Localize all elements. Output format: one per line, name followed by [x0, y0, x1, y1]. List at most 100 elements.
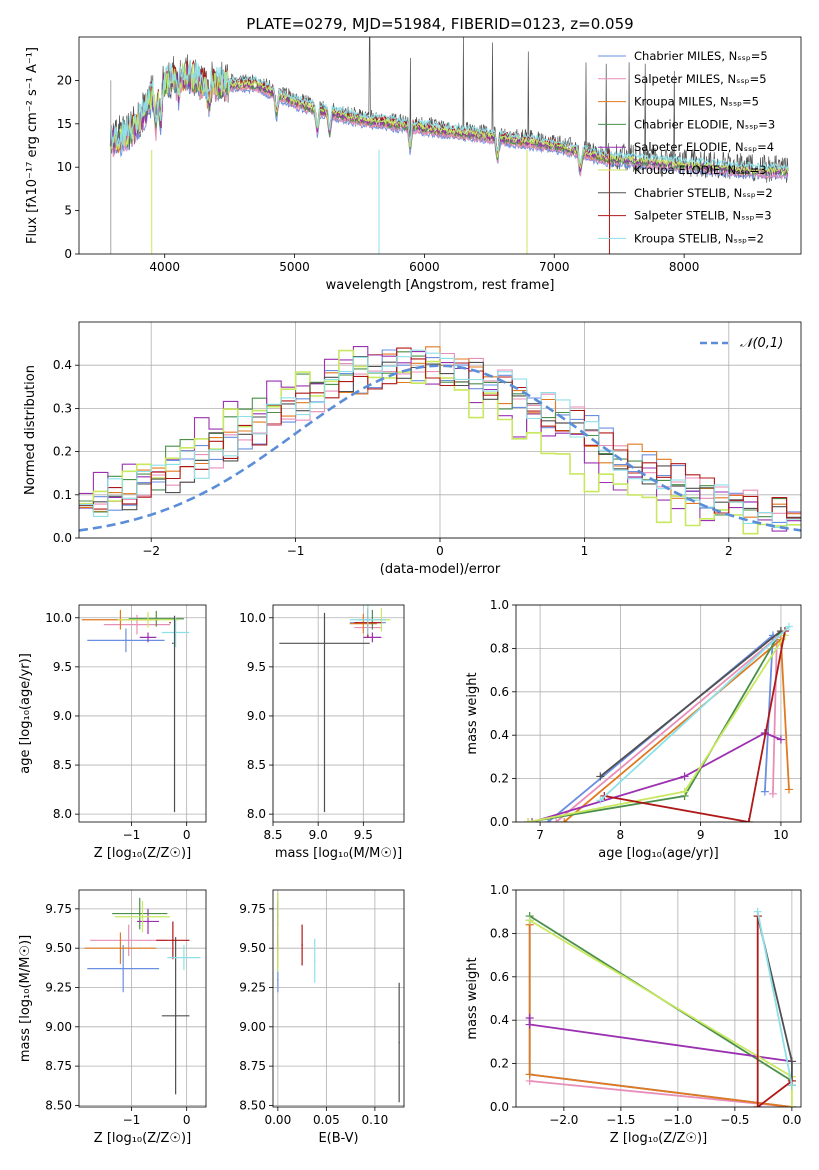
mass-weight-marker [552, 818, 561, 822]
data-point [174, 1014, 177, 1017]
y-tick-label: 9.50 [239, 941, 266, 955]
data-point [125, 639, 127, 642]
x-tick-label: 0 [183, 828, 191, 842]
axes-mass_vs_Z: −1 0 8.50 8.75 9.00 9.25 9.50 9.75 Z [log₁₀(Z/Z☉… [18, 889, 207, 1146]
mass-weight-marker [787, 1057, 796, 1066]
legend-label: Salpeter MILES, Nₛₛₚ=5 [634, 72, 767, 86]
mass-weight-marker [768, 789, 777, 798]
x-tick-label: 6000 [409, 260, 440, 274]
x-tick-label: 10 [773, 828, 788, 842]
axis-decorations: −1 0 8.0 8.5 9.0 9.5 10.0 Z [log₁₀(Z/Z☉)] age [l… [18, 611, 191, 861]
y-tick-label: 0.2 [490, 1057, 509, 1071]
data-point [169, 621, 171, 624]
mass-weight-marker [744, 818, 753, 822]
x-axis-label: Z [log₁₀(Z/Z☉)] [94, 846, 191, 861]
x-tick-label: 9.0 [309, 828, 328, 842]
axis-decorations: −2 −1 0 1 2 0.0 0.1 0.2 0.3 0.4 (data-model)/error… [23, 358, 733, 577]
data-point [367, 618, 369, 621]
y-axis-label: mass weight [465, 672, 480, 754]
x-tick-label: −1.0 [663, 1113, 692, 1127]
y-tick-label: 0.4 [490, 728, 509, 742]
axis-decorations: 0.00 0.05 0.10 8.50 8.75 9.00 9.25 9.50 9.75 E(B-… [239, 902, 388, 1146]
y-tick-label: 1.0 [490, 598, 509, 612]
mass-weight-marker [524, 818, 533, 822]
y-axis-label: Flux [fλ10⁻¹⁷ erg cm⁻² s⁻¹ A⁻¹] [25, 47, 40, 244]
y-tick-label: 8.50 [45, 1098, 72, 1112]
y-tick-label: 9.0 [247, 709, 266, 723]
mass-weight-marker [680, 772, 689, 781]
data-point [277, 931, 279, 934]
spectrum-line [110, 59, 789, 171]
y-tick-label: 9.5 [53, 660, 72, 674]
legend-label: Kroupa MILES, Nₛₛₚ=5 [634, 95, 759, 109]
y-axis-label: age [log₁₀(age/yr)] [18, 653, 33, 774]
data-point [371, 636, 374, 639]
x-tick-label: 0.10 [362, 1113, 389, 1127]
y-tick-label: 1.0 [490, 883, 509, 897]
axes-frame [78, 889, 207, 1108]
mass-weight-line [599, 626, 790, 801]
y-tick-label: 8.50 [239, 1098, 266, 1112]
y-tick-label: 8.5 [53, 758, 72, 772]
y-tick-label: 8.75 [45, 1059, 72, 1073]
y-tick-label: 9.75 [239, 902, 266, 916]
data-point [301, 944, 303, 946]
x-tick-label: 7 [536, 828, 544, 842]
legend-label: Salpeter STELIB, Nₛₛₚ=3 [634, 209, 772, 223]
data-point [147, 920, 149, 923]
mass-weight-marker [680, 787, 689, 796]
y-tick-label: 20 [57, 73, 72, 87]
histogram-step [79, 349, 801, 528]
axis-decorations: 8.5 9.0 9.5 8.0 8.5 9.0 9.5 10.0 mass [log₁₀(M/M… [239, 611, 402, 861]
mass-weight-line [604, 630, 786, 822]
mass-weight-marker [787, 1103, 796, 1107]
mass-weight-marker [596, 796, 605, 805]
data-point [147, 636, 149, 639]
data-point [174, 631, 177, 634]
legend-label: Kroupa ELODIE, Nₛₛₚ=3 [634, 163, 767, 177]
y-tick-label: 10.0 [239, 611, 266, 625]
y-tick-label: 9.50 [45, 941, 72, 955]
data-point [398, 1041, 400, 1044]
y-axis-label: mass weight [465, 957, 480, 1039]
x-tick-label: −1 [287, 544, 305, 558]
plot-area-spectrum [109, 37, 789, 254]
mass-weight-line [756, 911, 793, 1086]
mass-weight-marker [784, 622, 793, 631]
plot-area-mass_vs_ebv [277, 893, 400, 1103]
data-point [141, 915, 144, 918]
data-point [183, 956, 185, 959]
y-tick-label: 0.0 [490, 815, 509, 829]
legend-label: Kroupa STELIB, Nₛₛₚ=2 [634, 231, 764, 245]
data-point [122, 967, 124, 970]
axes-frame [272, 889, 405, 1108]
gaussian-curve [79, 364, 801, 532]
axes-mass_vs_ebv: 0.00 0.05 0.10 8.50 8.75 9.00 9.25 9.50 9.75 E(B-… [239, 889, 405, 1146]
mass-weight-line [529, 1080, 792, 1107]
axes-frame [515, 889, 802, 1108]
x-tick-label: 9 [697, 828, 705, 842]
x-tick-label: −1 [123, 828, 141, 842]
mass-weight-marker [760, 787, 769, 796]
x-axis-label: age [log₁₀(age/yr)] [598, 846, 719, 861]
y-tick-label: 15 [57, 117, 72, 131]
y-tick-label: 8.0 [53, 807, 72, 821]
legend-label: Chabrier STELIB, Nₛₛₚ=2 [634, 186, 773, 200]
x-tick-label: 2 [725, 544, 733, 558]
data-point [172, 939, 174, 942]
x-tick-label: −1.5 [606, 1113, 635, 1127]
y-tick-label: 0.8 [490, 641, 509, 655]
mass-weight-marker [784, 785, 793, 794]
axes-massweight_vs_age: 7 8 9 10 0.0 0.2 0.4 0.6 0.8 1.0 age [log₁₀(age/yr… [465, 598, 802, 861]
x-axis-label: (data-model)/error [380, 562, 501, 577]
legend-label: Chabrier ELODIE, Nₛₛₚ=3 [634, 117, 775, 131]
y-tick-label: 0.4 [490, 1013, 509, 1027]
x-tick-label: −2.0 [549, 1113, 578, 1127]
mass-weight-marker [776, 735, 785, 744]
y-tick-label: 0.0 [53, 531, 72, 545]
axes-residual_hist: −2 −1 0 1 2 0.0 0.1 0.2 0.3 0.4 (data-model)/error… [23, 321, 802, 577]
y-tick-label: 8.75 [239, 1059, 266, 1073]
data-point [138, 912, 141, 915]
x-tick-label: 0.00 [264, 1113, 291, 1127]
